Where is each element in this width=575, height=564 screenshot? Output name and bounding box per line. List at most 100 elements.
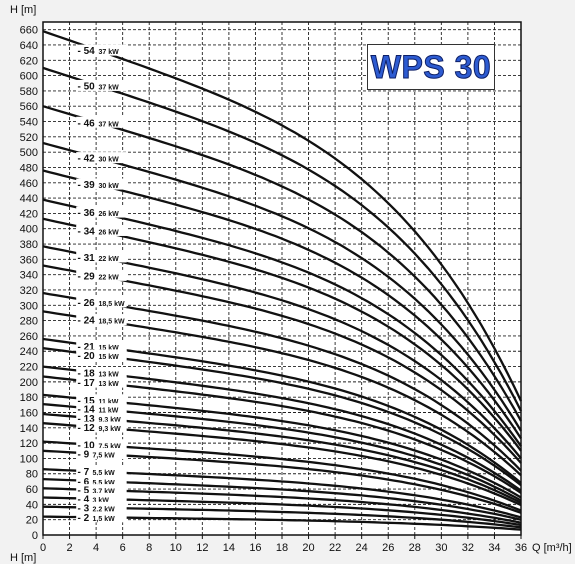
curve-power-label: 30 kW <box>99 183 120 190</box>
curve-stage-label: - 15 <box>78 396 96 407</box>
curve-power-label: 11 kW <box>99 408 119 415</box>
curve-stage-label: - 31 <box>78 253 96 264</box>
curve-stage-label: - 26 <box>78 298 96 309</box>
curve-label-2: - 2 1,5 kW <box>76 511 127 524</box>
curves <box>42 30 523 531</box>
curve-label-17: - 17 13 kW <box>76 376 127 389</box>
y-tick-label: 320 <box>20 285 38 297</box>
x-tick-label: 34 <box>488 542 500 554</box>
curve-power-label: 3 kW <box>93 497 110 504</box>
y-axis-label-bottom: H [m] <box>10 552 37 564</box>
y-tick-label: 340 <box>20 270 38 282</box>
curve-label-bg <box>76 340 127 352</box>
curve-label-3: - 3 2,2 kW <box>76 501 127 514</box>
curve-stage-label: - 21 <box>78 342 96 353</box>
y-tick-label: 300 <box>20 300 38 312</box>
x-tick-label: 24 <box>356 542 368 554</box>
x-tick-label: 30 <box>435 542 447 554</box>
pump-curve-54 <box>42 30 523 402</box>
curve-label-31: - 31 22 kW <box>76 251 127 264</box>
x-tick-label: 26 <box>382 542 394 554</box>
x-tick-label: 6 <box>120 542 126 554</box>
curve-label-bg <box>76 403 127 415</box>
curve-label-bg <box>76 152 127 164</box>
curve-stage-label: - 7 <box>78 467 90 478</box>
curve-stage-label: - 54 <box>78 46 96 57</box>
curve-label-bg <box>76 465 127 477</box>
y-tick-label: 480 <box>20 162 38 174</box>
curve-power-label: 2,2 kW <box>93 506 116 513</box>
y-tick-label: 640 <box>20 40 38 52</box>
curve-stage-label: - 13 <box>78 414 96 425</box>
curve-power-label: 37 kW <box>99 49 120 56</box>
curve-power-label: 13 kW <box>99 381 120 388</box>
curve-stage-label: - 12 <box>78 423 96 434</box>
curve-label-9: - 9 7,5 kW <box>76 448 127 461</box>
curve-stage-label: - 14 <box>78 405 96 416</box>
curve-stage-label: - 36 <box>78 208 96 219</box>
curve-label-13: - 13 9,3 kW <box>76 412 127 425</box>
curve-power-label: 37 kW <box>99 121 120 128</box>
y-tick-label: 160 <box>20 407 38 419</box>
x-tick-label: 16 <box>249 542 261 554</box>
y-tick-label: 360 <box>20 254 38 266</box>
x-tick-label: 12 <box>196 542 208 554</box>
curve-label-bg <box>76 224 127 236</box>
curve-label-46: - 46 37 kW <box>76 116 127 129</box>
curve-stage-label: - 39 <box>78 180 96 191</box>
y-tick-label: 660 <box>20 25 38 37</box>
y-tick-label: 540 <box>20 117 38 129</box>
curve-label-42: - 42 30 kW <box>76 152 127 165</box>
curve-label-bg <box>76 448 127 460</box>
curve-power-label: 15 kW <box>99 345 120 352</box>
y-tick-label: 420 <box>20 208 38 220</box>
y-tick-label: 20 <box>26 515 38 527</box>
x-axis-label: Q [m³/h] <box>532 542 572 554</box>
curve-power-label: 3,7 kW <box>93 489 116 496</box>
y-tick-label: 80 <box>26 469 38 481</box>
y-tick-label: 180 <box>20 392 38 404</box>
y-axis-label: H [m] <box>10 4 37 16</box>
curve-power-label: 5,5 kW <box>93 480 116 487</box>
curve-label-bg <box>76 475 127 487</box>
curve-power-label: 5,5 kW <box>93 470 116 477</box>
curve-stage-label: - 46 <box>78 118 96 129</box>
y-tick-label: 580 <box>20 86 38 98</box>
y-tick-label: 280 <box>20 316 38 328</box>
curve-label-bg <box>76 439 127 451</box>
y-tick-label: 240 <box>20 346 38 358</box>
y-tick-label: 140 <box>20 423 38 435</box>
curve-label-bg <box>76 44 127 56</box>
y-tick-label: 120 <box>20 438 38 450</box>
curve-stage-label: - 42 <box>78 154 96 165</box>
curve-label-bg <box>76 376 127 388</box>
y-tick-label: 60 <box>26 484 38 496</box>
curve-power-label: 15 kW <box>99 354 120 361</box>
curve-label-5: - 5 3,7 kW <box>76 484 127 497</box>
y-tick-label: 260 <box>20 331 38 343</box>
curve-stage-label: - 9 <box>78 450 90 461</box>
curve-label-bg <box>76 178 127 190</box>
axes: 0 2 4 6 8 10 12 14 16 18 20 22 24 26 28 30 32 34 360204060… <box>20 21 527 554</box>
curve-labels: - 54 37 kW- 50 37 kW- 46 37 kW- 42 30 kW- 39… <box>76 44 127 524</box>
curve-label-7: - 7 5,5 kW <box>76 465 127 478</box>
curve-power-label: 30 kW <box>99 157 120 164</box>
curve-stage-label: - 5 <box>78 486 90 497</box>
x-tick-label: 0 <box>40 542 46 554</box>
curve-label-bg <box>76 421 127 433</box>
x-tick-label: 14 <box>223 542 235 554</box>
curve-stage-label: - 20 <box>78 351 96 362</box>
curve-label-34: - 34 26 kW <box>76 224 127 237</box>
x-tick-label: 10 <box>170 542 182 554</box>
y-tick-label: 520 <box>20 132 38 144</box>
curve-power-label: 13 kW <box>99 372 120 379</box>
y-tick-label: 220 <box>20 362 38 374</box>
curve-label-bg <box>76 492 127 504</box>
curve-label-bg <box>76 484 127 496</box>
curve-label-bg <box>76 394 127 406</box>
y-tick-label: 460 <box>20 178 38 190</box>
x-tick-label: 4 <box>93 542 99 554</box>
pump-curve-39 <box>42 169 522 440</box>
